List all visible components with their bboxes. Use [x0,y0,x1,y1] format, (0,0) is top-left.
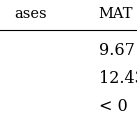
Text: ases: ases [14,7,46,21]
Text: 12.43: 12.43 [99,70,137,87]
Text: 9.67: 9.67 [99,42,135,59]
Text: MAT: MAT [99,7,133,21]
Text: < 0: < 0 [99,98,127,115]
